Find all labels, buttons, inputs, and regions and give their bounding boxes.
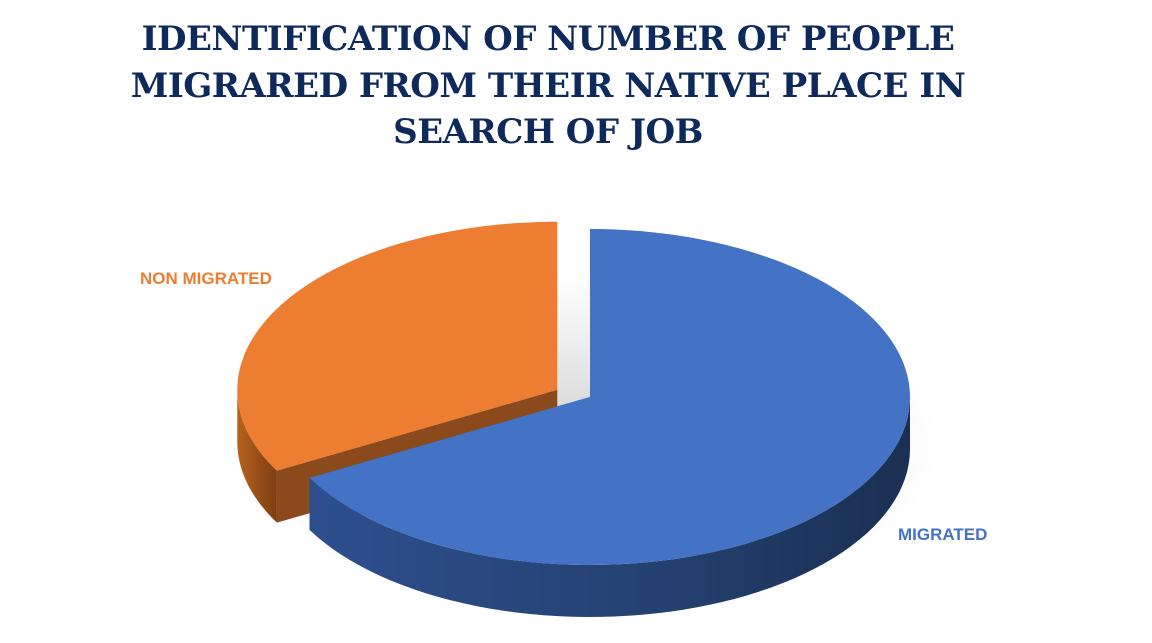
slice-top-1 — [237, 221, 558, 471]
slice-migrated — [309, 229, 910, 617]
slice-top-0 — [309, 229, 910, 566]
label-non-migrated: NON MIGRATED — [140, 269, 272, 288]
slice-side-1 — [237, 389, 277, 523]
chart-title: IDENTIFICATION OF NUMBER OF PEOPLE MIGRA… — [131, 19, 966, 152]
title-line-1: IDENTIFICATION OF NUMBER OF PEOPLE — [142, 19, 955, 59]
title-line-3: SEARCH OF JOB — [393, 112, 703, 152]
label-migrated: MIGRATED — [898, 525, 987, 544]
title-line-2: MIGRARED FROM THEIR NATIVE PLACE IN — [131, 66, 966, 106]
slice-side-0 — [309, 397, 910, 617]
